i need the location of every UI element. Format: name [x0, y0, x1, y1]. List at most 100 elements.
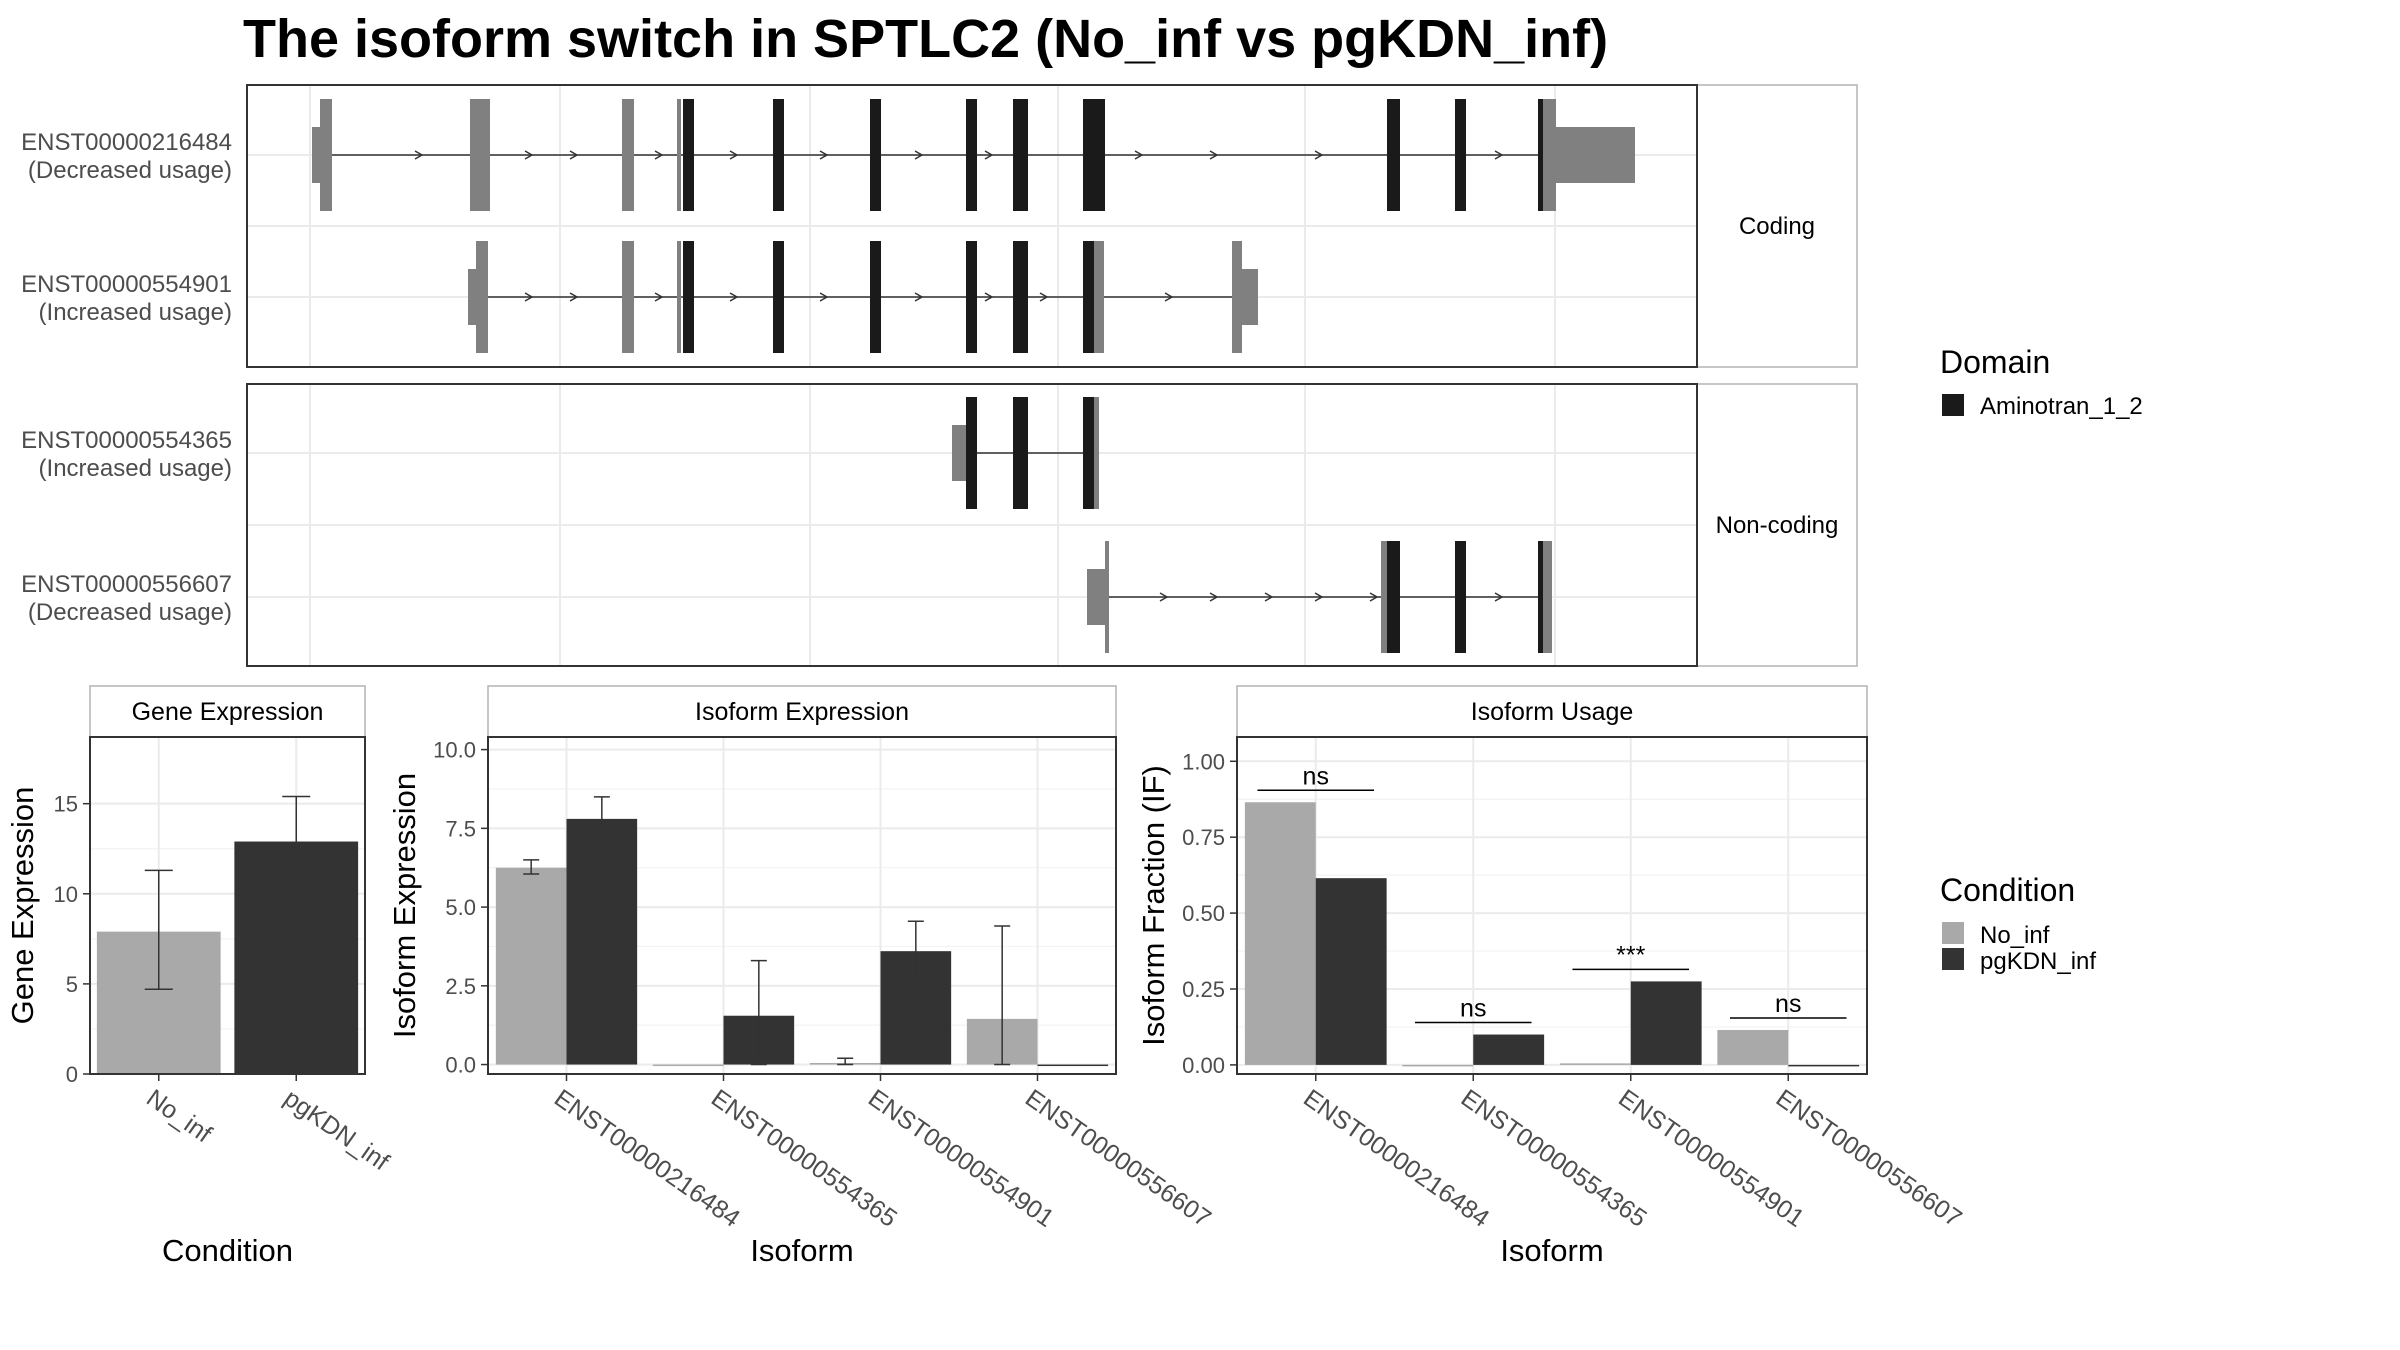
- exon: [677, 99, 681, 211]
- bar: [652, 1064, 724, 1067]
- domain-exon: [1083, 397, 1094, 509]
- bar: [1559, 1063, 1631, 1065]
- domain-exon: [1083, 241, 1094, 353]
- panel-border: [246, 84, 1698, 368]
- significance-label: ns: [1775, 990, 1801, 1018]
- condition-legend-label: pgKDN_inf: [1980, 948, 2096, 975]
- y-tick-label: 0.25: [1182, 977, 1225, 1002]
- strand-arrow: [1264, 592, 1274, 602]
- panel-title-strip: [487, 685, 1117, 738]
- strand-arrow: [414, 150, 424, 160]
- bar: [495, 867, 567, 1065]
- domain-legend-label: Aminotran_1_2: [1980, 393, 2143, 420]
- panel-title: Isoform Usage: [1471, 698, 1634, 726]
- exon: [1094, 241, 1104, 353]
- strand-arrow: [1314, 592, 1324, 602]
- strand-arrow: [1494, 150, 1504, 160]
- transcript-usage-label: (Decreased usage): [28, 599, 232, 626]
- y-axis-title: Gene Expression: [5, 787, 40, 1025]
- panel-title: Gene Expression: [132, 698, 324, 726]
- y-tick-label: 2.5: [445, 974, 476, 999]
- domain-exon: [1083, 99, 1105, 211]
- y-tick-label: 7.5: [445, 816, 476, 841]
- domain-exon: [683, 241, 694, 353]
- bar: [1788, 1064, 1860, 1067]
- strand-arrow: [654, 150, 664, 160]
- bar: [1717, 1029, 1789, 1065]
- strand-arrow: [654, 292, 664, 302]
- y-tick-label: 0.75: [1182, 825, 1225, 850]
- exon: [1242, 269, 1258, 325]
- plot-border: [1236, 736, 1868, 1075]
- figure-title: The isoform switch in SPTLC2 (No_inf vs …: [243, 9, 1608, 69]
- y-tick-label: 0.50: [1182, 901, 1225, 926]
- transcript-usage-label: (Increased usage): [39, 299, 232, 326]
- domain-exon: [966, 99, 977, 211]
- exon: [312, 127, 320, 183]
- facet-strip: [1696, 383, 1858, 667]
- strand-arrow: [1494, 592, 1504, 602]
- y-axis-title: Isoform Fraction (IF): [1136, 765, 1171, 1046]
- domain-exon: [1013, 397, 1028, 509]
- bar: [1244, 802, 1316, 1065]
- transcript-id-label: ENST00000216484: [21, 129, 232, 156]
- exon: [320, 99, 332, 211]
- strand-arrow: [729, 150, 739, 160]
- transcript-id-label: ENST00000554901: [21, 271, 232, 298]
- strand-arrow: [569, 292, 579, 302]
- domain-exon: [1538, 99, 1543, 211]
- exon: [1094, 397, 1099, 509]
- panel-title-strip: [1236, 685, 1868, 738]
- strand-arrow: [1209, 150, 1219, 160]
- exon: [1105, 541, 1109, 653]
- domain-exon: [1013, 241, 1028, 353]
- strand-arrow: [524, 292, 534, 302]
- transcript-usage-label: (Decreased usage): [28, 157, 232, 184]
- significance-label: ns: [1303, 762, 1329, 790]
- strand-arrow: [914, 150, 924, 160]
- exon: [1381, 541, 1387, 653]
- exon: [468, 269, 476, 325]
- strand-arrow: [524, 150, 534, 160]
- strand-arrow: [1039, 292, 1049, 302]
- facet-strip-label: Non-coding: [1716, 512, 1839, 539]
- strand-arrow: [569, 150, 579, 160]
- strand-arrow: [984, 292, 994, 302]
- bar: [1473, 1034, 1545, 1065]
- y-tick-label: 1.00: [1182, 749, 1225, 774]
- condition-legend-key: [1942, 922, 1964, 944]
- y-tick-label: 10: [54, 882, 78, 907]
- exon: [476, 241, 488, 353]
- bar: [1630, 981, 1702, 1065]
- exon: [1543, 99, 1556, 211]
- transcript-usage-label: (Increased usage): [39, 455, 232, 482]
- y-tick-label: 0: [66, 1062, 78, 1087]
- transcript-id-label: ENST00000554365: [21, 427, 232, 454]
- strand-arrow: [1209, 592, 1219, 602]
- panel-border: [246, 383, 1698, 667]
- domain-exon: [966, 241, 977, 353]
- panel-title-strip: [89, 685, 366, 738]
- condition-legend-title: Condition: [1940, 872, 2075, 908]
- noncoding-panel: Non-coding ENST00000554365(Increased usag…: [21, 383, 1858, 667]
- strand-arrow: [819, 292, 829, 302]
- y-tick-label: 10.0: [433, 738, 476, 763]
- x-tick-label: No_inf: [141, 1084, 216, 1148]
- facet-strip-label: Coding: [1739, 213, 1815, 240]
- panel-title: Isoform Expression: [695, 698, 909, 726]
- bar-panel-2: Isoform UsagensENST00000216484nsENST0000…: [1136, 685, 1967, 1268]
- legends: Domain Aminotran_1_2 Condition No_infpgKDN_…: [1940, 344, 2143, 975]
- domain-exon: [1387, 541, 1400, 653]
- exon: [1232, 241, 1242, 353]
- significance-label: ***: [1616, 941, 1645, 969]
- plot-border: [89, 736, 366, 1075]
- domain-exon: [966, 397, 977, 509]
- strand-arrow: [914, 292, 924, 302]
- y-tick-label: 5: [66, 972, 78, 997]
- bar-panel-1: Isoform ExpressionENST00000216484ENST000…: [387, 685, 1216, 1268]
- x-axis-title: Isoform: [750, 1233, 853, 1268]
- domain-legend-title: Domain: [1940, 344, 2050, 380]
- bar: [1037, 1064, 1109, 1067]
